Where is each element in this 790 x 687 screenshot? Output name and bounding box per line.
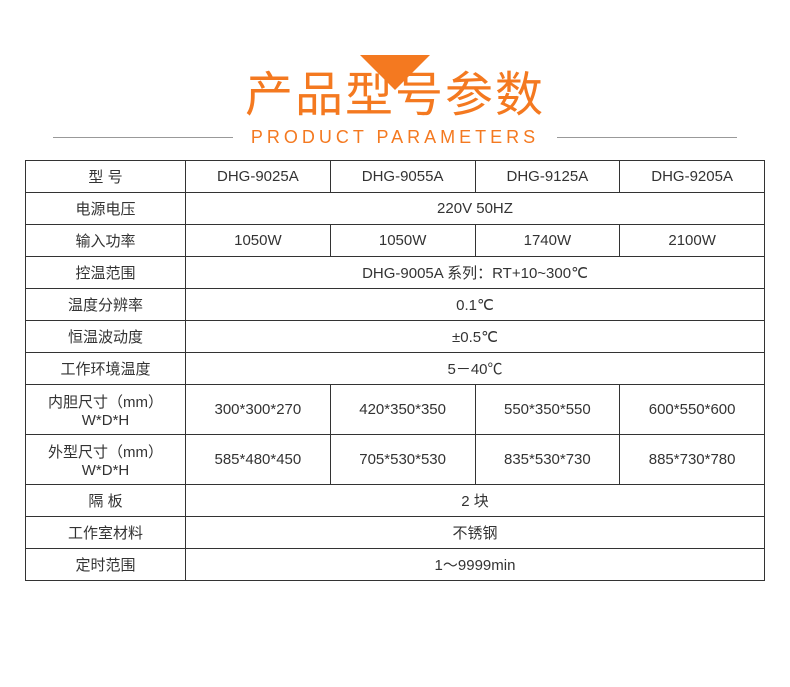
row-value: 550*350*550 — [475, 385, 620, 435]
row-value: 705*530*530 — [330, 435, 475, 485]
row-label: 隔 板 — [26, 485, 186, 517]
row-value: 1～9999min — [186, 549, 765, 581]
row-value: 0.1℃ — [186, 289, 765, 321]
row-label: 定时范围 — [26, 549, 186, 581]
row-value: 1050W — [330, 225, 475, 257]
row-value: DHG-9005A 系列：RT+10~300℃ — [186, 257, 765, 289]
table-row: 恒温波动度±0.5℃ — [26, 321, 765, 353]
row-label: 外型尺寸（mm）W*D*H — [26, 435, 186, 485]
table-row: 隔 板2 块 — [26, 485, 765, 517]
row-value: 600*550*600 — [620, 385, 765, 435]
row-label: 控温范围 — [26, 257, 186, 289]
row-label: 恒温波动度 — [26, 321, 186, 353]
sub-title: PRODUCT PARAMETERS — [251, 127, 539, 148]
sub-title-row: PRODUCT PARAMETERS — [0, 127, 790, 148]
row-value: 885*730*780 — [620, 435, 765, 485]
row-label: 温度分辨率 — [26, 289, 186, 321]
table-row: 定时范围1～9999min — [26, 549, 765, 581]
row-value: 2 块 — [186, 485, 765, 517]
row-value: 420*350*350 — [330, 385, 475, 435]
table-row: 工作室材料不锈钢 — [26, 517, 765, 549]
parameters-table: 型 号DHG-9025ADHG-9055ADHG-9125ADHG-9205A电… — [25, 160, 765, 581]
line-left — [53, 137, 233, 138]
row-label-line: W*D*H — [30, 412, 181, 429]
row-value: 835*530*730 — [475, 435, 620, 485]
row-value: 2100W — [620, 225, 765, 257]
row-value: DHG-9055A — [330, 161, 475, 193]
row-value: 5－40℃ — [186, 353, 765, 385]
table-row: 内胆尺寸（mm）W*D*H300*300*270420*350*350550*3… — [26, 385, 765, 435]
row-value: 1050W — [186, 225, 331, 257]
row-value: 300*300*270 — [186, 385, 331, 435]
table-row: 温度分辨率0.1℃ — [26, 289, 765, 321]
row-value: 220V 50HZ — [186, 193, 765, 225]
row-value: 不锈钢 — [186, 517, 765, 549]
table-row: 控温范围DHG-9005A 系列：RT+10~300℃ — [26, 257, 765, 289]
row-label: 工作环境温度 — [26, 353, 186, 385]
row-label: 输入功率 — [26, 225, 186, 257]
row-label: 电源电压 — [26, 193, 186, 225]
row-label-line: 内胆尺寸（mm） — [30, 391, 181, 412]
page-container: 产品型号参数 PRODUCT PARAMETERS 型 号DHG-9025ADH… — [0, 55, 790, 687]
table-row: 电源电压220V 50HZ — [26, 193, 765, 225]
row-value: DHG-9205A — [620, 161, 765, 193]
line-right — [557, 137, 737, 138]
row-value: DHG-9125A — [475, 161, 620, 193]
row-label-line: 外型尺寸（mm） — [30, 441, 181, 462]
row-label: 工作室材料 — [26, 517, 186, 549]
table-row: 外型尺寸（mm）W*D*H585*480*450705*530*530835*5… — [26, 435, 765, 485]
row-value: 585*480*450 — [186, 435, 331, 485]
row-value: 1740W — [475, 225, 620, 257]
row-value: ±0.5℃ — [186, 321, 765, 353]
row-label-line: W*D*H — [30, 462, 181, 479]
table-row: 输入功率1050W1050W1740W2100W — [26, 225, 765, 257]
triangle-icon — [360, 55, 430, 90]
table-row: 工作环境温度5－40℃ — [26, 353, 765, 385]
row-value: DHG-9025A — [186, 161, 331, 193]
row-label: 内胆尺寸（mm）W*D*H — [26, 385, 186, 435]
row-label: 型 号 — [26, 161, 186, 193]
table-row: 型 号DHG-9025ADHG-9055ADHG-9125ADHG-9205A — [26, 161, 765, 193]
